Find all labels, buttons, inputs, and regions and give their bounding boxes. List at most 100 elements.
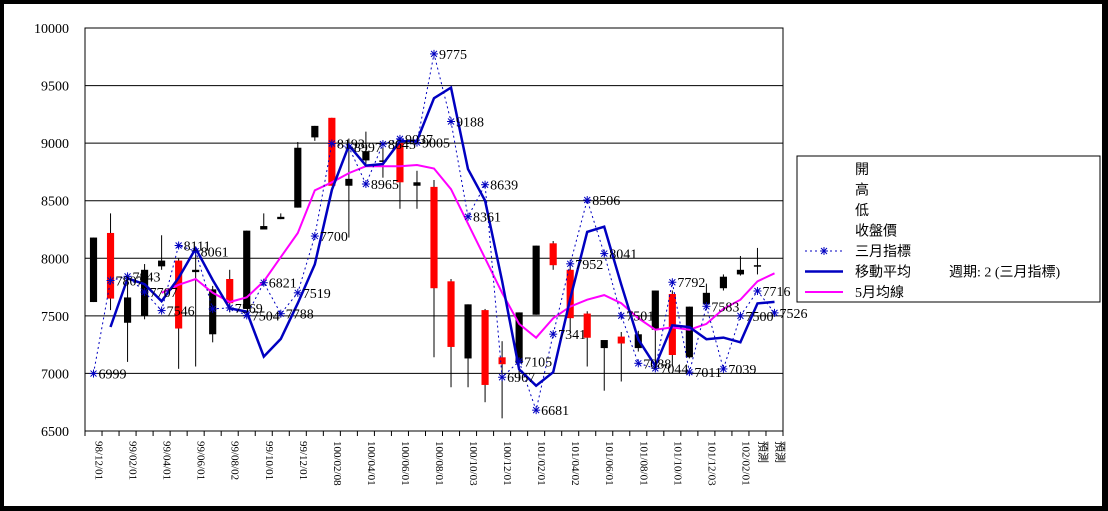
legend-label: 移動平均 [855,265,911,281]
candle-body [617,336,625,344]
candle-body [226,279,234,304]
data-label: 7707 [150,286,178,301]
data-label: 7044 [660,362,688,377]
indicator-point [293,288,302,297]
indicator-point [430,49,438,58]
x-tick-label: 99/12/01 [297,441,309,480]
indicator-point [276,309,285,318]
indicator-point [498,373,507,382]
data-label: 8506 [592,194,620,209]
candle-body [702,292,710,305]
x-tick-label: 99/10/01 [263,441,275,480]
indicator-point [685,368,694,377]
data-label: 8997 [354,141,382,156]
indicator-point [634,359,643,368]
candle-body [260,226,268,230]
x-tick-label: 預測 [773,441,787,463]
indicator-point [719,364,728,373]
legend-item: 收盤價 [855,223,897,240]
x-tick-label: 預測 [756,441,770,463]
indicator-point [310,232,319,241]
data-label: 8061 [201,245,229,260]
legend-label: 三月指標 [855,244,911,260]
candle-body [532,245,540,315]
indicator-point [174,241,183,250]
y-tick-label: 8000 [41,252,69,267]
indicator-point [464,212,473,221]
indicator-point [140,288,149,297]
candle-body [379,160,387,162]
data-label: 8639 [490,179,518,194]
legend-label: 高 [855,182,869,199]
candle-body [430,186,438,289]
data-label: 7501 [626,310,654,325]
x-tick-label: 101/08/01 [637,441,649,486]
data-label: 7546 [167,305,195,320]
indicator-point [617,311,626,320]
indicator-point [820,247,828,255]
data-label: 7569 [235,302,263,317]
data-label: 6999 [99,368,127,383]
indicator-point [549,330,558,339]
data-label: 6681 [541,404,569,419]
candle-body [498,357,506,365]
data-label: 7526 [779,307,807,322]
indicator-point [566,259,575,268]
indicator-point [344,143,353,152]
candle-body [481,310,489,385]
legend-label: 5月均線 [855,285,904,301]
candle-body [413,182,421,186]
indicator-point [583,196,592,205]
y-tick-label: 9500 [41,80,69,95]
data-label: 6821 [269,277,297,292]
indicator-point [702,302,711,311]
candle-body [719,276,727,289]
data-label: 7700 [320,230,348,245]
x-tick-label: 100/12/01 [501,441,513,486]
indicator-point [515,357,524,366]
x-tick-label: 101/06/01 [603,441,615,486]
indicator-point [668,278,677,287]
x-tick-label: 100/02/08 [331,441,343,486]
candle-body [277,216,285,220]
candle-body [651,290,659,330]
data-label: 7716 [762,285,790,300]
y-tick-label: 6500 [41,425,69,440]
data-label: 7039 [728,363,756,378]
indicator-point [481,180,490,189]
data-label: 7105 [524,355,552,370]
data-label: 9005 [422,137,450,152]
data-label: 8111 [184,240,211,255]
x-tick-label: 100/04/01 [365,441,377,486]
data-label: 7843 [133,270,161,285]
indicator-point [259,278,268,287]
candle-body [464,304,472,359]
x-tick-label: 98/12/01 [93,441,105,480]
legend-item: 移動平均 週期: 2 (三月指標) [805,265,1061,281]
candle-body [396,143,404,183]
x-tick-label: 101/10/01 [671,441,683,486]
indicator-point [378,140,387,149]
data-label: 8041 [609,248,637,263]
x-tick-label: 100/10/03 [467,441,479,486]
x-tick-label: 101/12/03 [705,441,717,486]
candle-body [515,312,523,364]
indicator-point [532,406,541,415]
x-tick-label: 99/04/01 [161,441,173,480]
x-tick-label: 99/08/02 [229,441,241,480]
data-label: 6967 [507,371,535,386]
legend-label: 低 [855,203,869,219]
legend-label: 收盤價 [855,223,897,240]
data-label: 7807 [116,275,144,290]
candle-body [753,265,762,267]
series-lines [89,49,779,415]
legend-item: 高 [855,182,869,199]
legend-box [796,155,1101,303]
candle-body [192,269,200,273]
x-tick-label: 100/08/01 [433,441,445,486]
x-tick-label: 100/06/01 [399,441,411,486]
data-label: 8645 [388,138,416,153]
legend-item: 開 [855,163,869,178]
candle-body [311,125,319,138]
